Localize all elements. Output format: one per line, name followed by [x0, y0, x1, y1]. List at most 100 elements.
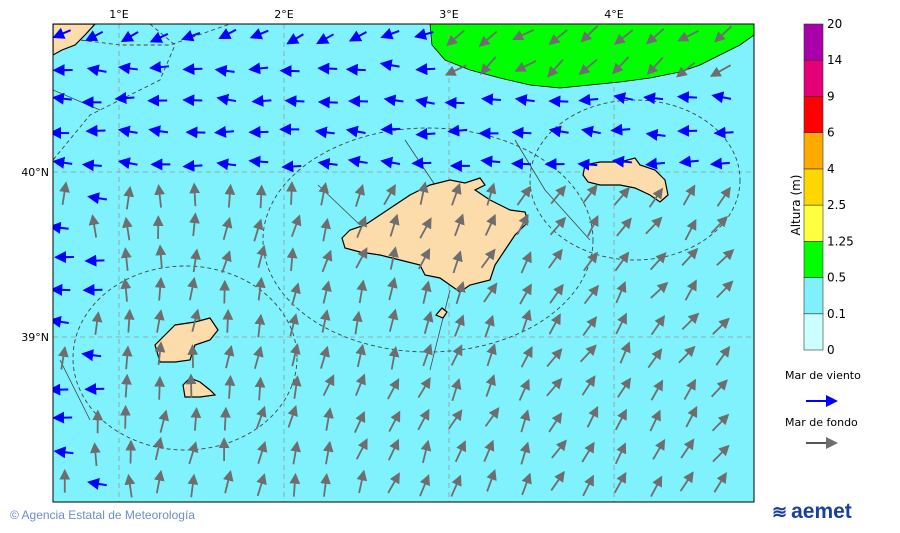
swell-arrow: [387, 378, 400, 400]
swell-arrow: [451, 378, 462, 402]
colorbar-segment: [803, 204, 824, 242]
swell-arrow: [383, 183, 396, 206]
wind-sea-arrow: [117, 62, 138, 75]
wind-sea-arrow: [284, 95, 305, 108]
swell-arrow: [583, 251, 599, 272]
wind-sea-arrow: [444, 96, 465, 109]
swell-arrow: [676, 61, 696, 78]
swell-arrow: [520, 346, 533, 368]
wind-sea-arrow: [53, 221, 69, 234]
swell-arrow: [154, 276, 166, 301]
swell-arrow: [446, 29, 465, 47]
swell-arrow: [387, 472, 400, 494]
swell-arrow: [355, 438, 368, 460]
swell-arrow: [255, 184, 267, 209]
wind-sea-arrow: [345, 125, 366, 138]
swell-arrow: [485, 374, 496, 397]
swell-arrow: [681, 312, 700, 330]
swell-arrow: [582, 316, 597, 337]
colorbar: 0 0.1 0.5 1.25 2.5 4 6 9 14 20: [803, 17, 854, 357]
wind-sea-arrow: [117, 125, 138, 138]
wind-sea-arrow: [53, 315, 69, 328]
swell-arrow: [518, 378, 530, 401]
wind-sea-arrow: [81, 349, 102, 362]
swell-arrow: [650, 281, 669, 299]
swell-arrow: [223, 344, 235, 369]
swell-arrow: [422, 310, 434, 334]
swell-arrow: [321, 249, 333, 273]
swell-arrow: [450, 474, 462, 497]
swell-arrow: [422, 343, 433, 367]
swell-arrow: [650, 379, 664, 401]
wind-sea-arrow: [380, 156, 401, 169]
wind-sea-arrow: [610, 123, 631, 136]
swell-arrow: [615, 312, 627, 335]
swell-arrow: [222, 308, 234, 333]
wind-sea-arrow: [85, 124, 106, 137]
wind-sea-label: Mar de viento: [785, 369, 861, 382]
swell-arrow: [583, 284, 599, 305]
swell-arrow: [190, 308, 201, 332]
swell-arrow: [486, 469, 497, 492]
swell-arrow: [520, 251, 532, 274]
wind-sea-arrow: [53, 446, 74, 459]
swell-arrow: [580, 25, 599, 43]
swell-arrow: [121, 345, 133, 370]
swell-arrow: [319, 309, 331, 333]
wind-sea-arrow: [249, 28, 269, 40]
ibiza: [154, 317, 219, 363]
swell-arrow: [419, 474, 430, 497]
swell-arrow: [154, 375, 166, 400]
swell-arrow: [546, 348, 563, 368]
swell-arrow: [256, 405, 267, 429]
swell-arrow: [418, 248, 431, 270]
swell-arrow: [421, 280, 432, 304]
swell-arrow: [290, 282, 301, 306]
aemet-logo: ≋ aemet: [772, 500, 852, 524]
wind-sea-arrow: [644, 157, 665, 170]
swell-arrow: [645, 216, 663, 235]
swell-arrow: [614, 251, 630, 272]
swell-arrow: [322, 374, 335, 396]
swell-arrow: [58, 345, 69, 370]
swell-arrow: [288, 313, 299, 337]
swell-arrow: [483, 439, 495, 463]
swell-arrow: [221, 250, 232, 273]
swell-arrow: [221, 216, 233, 241]
swell-arrow: [512, 28, 535, 41]
aemet-logo-icon: ≋: [772, 501, 788, 522]
swell-arrow: [256, 244, 267, 268]
swell-arrow: [582, 474, 594, 497]
wind-sea-arrow: [581, 125, 601, 138]
swell-arrow: [187, 441, 199, 465]
swell-arrow: [645, 28, 665, 45]
wind-sea-arrow: [316, 33, 334, 45]
swell-arrow: [547, 59, 564, 78]
swell-arrow: [220, 406, 231, 431]
swell-arrow: [516, 185, 532, 206]
swell-arrow: [548, 313, 561, 335]
wind-sea-arrow: [87, 478, 107, 490]
wind-sea-arrow: [182, 63, 203, 76]
swell-arrow: [154, 183, 166, 208]
swell-arrow: [550, 185, 567, 205]
swell-arrow: [190, 248, 201, 273]
swell-arrow: [153, 436, 164, 461]
swell-arrow: [387, 308, 399, 332]
swell-arrow: [478, 30, 498, 47]
swell-arrow: [418, 181, 429, 205]
colorbar-tick-label: 14: [827, 53, 842, 67]
swell-arrow: [387, 438, 400, 461]
swell-arrow: [614, 29, 634, 45]
lon-label: 2°E: [274, 8, 293, 21]
wind-sea-arrow: [317, 157, 338, 170]
wind-sea-arrow: [148, 61, 169, 74]
swell-arrow: [586, 405, 599, 428]
wind-sea-arrow: [53, 92, 72, 105]
swell-arrow: [483, 282, 498, 303]
swell-arrow: [551, 439, 567, 459]
swell-arrow: [451, 182, 462, 206]
wind-sea-arrow: [182, 94, 203, 107]
swell-arrow: [587, 214, 599, 237]
swell-arrow: [320, 217, 331, 242]
